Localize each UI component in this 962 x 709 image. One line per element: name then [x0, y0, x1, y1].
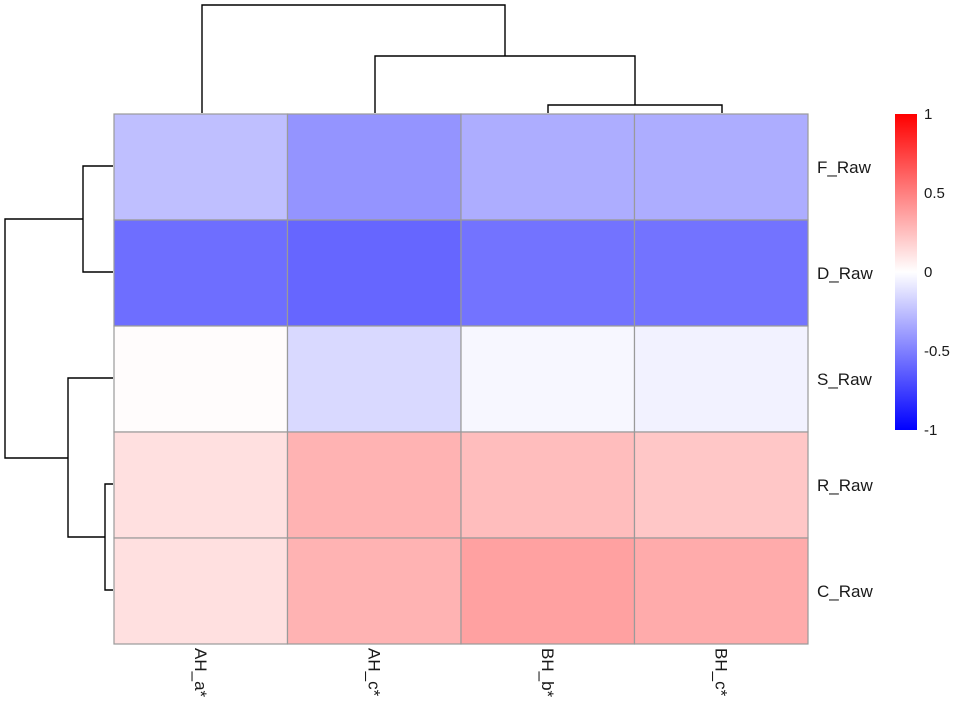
heatmap-cell [113, 113, 289, 221]
heatmap-cell [286, 431, 462, 539]
row-dendrogram [4, 165, 113, 591]
heatmap-cell [633, 431, 809, 539]
heatmap-cell [460, 431, 636, 539]
column-label: BH_b* [538, 648, 557, 698]
column-label: BH_c* [711, 648, 730, 697]
column-label: AH_c* [364, 648, 383, 697]
heatmap-cell [286, 325, 462, 433]
row-label: S_Raw [817, 370, 873, 389]
heatmap-cell [113, 219, 289, 327]
row-label: R_Raw [817, 476, 873, 495]
row-labels: F_Raw D_Raw S_Raw R_Raw C_Raw [817, 158, 873, 601]
column-dendrogram [201, 4, 723, 113]
legend-tick-label: -0.5 [924, 343, 950, 360]
heatmap-cell [286, 219, 462, 327]
heatmap-cell [633, 325, 809, 433]
color-legend-bar [895, 114, 917, 430]
heatmap-cell [460, 219, 636, 327]
row-label: C_Raw [817, 582, 873, 601]
heatmap-cell [286, 113, 462, 221]
heatmap-cells [113, 113, 809, 645]
legend-tick-label: 1 [924, 106, 932, 123]
heatmap-cell [113, 537, 289, 645]
heatmap-cell [286, 537, 462, 645]
column-labels: AH_a* AH_c* BH_b* BH_c* [191, 648, 731, 698]
heatmap-cell [113, 325, 289, 433]
heatmap-cell [460, 113, 636, 221]
color-legend: 1 0.5 0 -0.5 -1 [895, 106, 950, 439]
legend-tick-label: 0 [924, 264, 932, 281]
column-label: AH_a* [191, 648, 210, 698]
heatmap-cell [633, 219, 809, 327]
heatmap-cell [633, 113, 809, 221]
heatmap-cell [633, 537, 809, 645]
legend-tick-label: -1 [924, 422, 937, 439]
heatmap-cell [113, 431, 289, 539]
heatmap-cell [460, 537, 636, 645]
heatmap-cell [460, 325, 636, 433]
row-label: F_Raw [817, 158, 872, 177]
legend-tick-label: 0.5 [924, 185, 945, 202]
row-label: D_Raw [817, 264, 873, 283]
